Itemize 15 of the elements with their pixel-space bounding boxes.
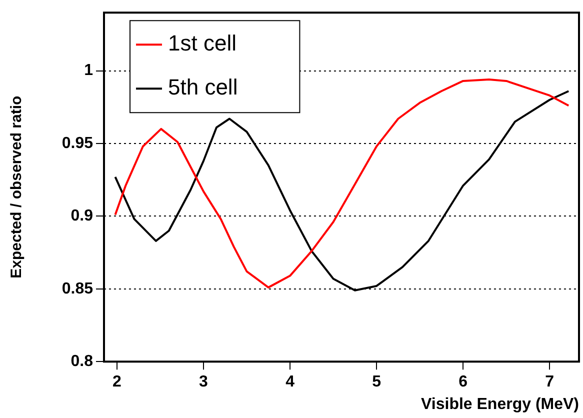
y-tick-label: 0.85 xyxy=(62,280,94,298)
x-tick-label: 2 xyxy=(112,374,122,391)
y-tick-label: 0.8 xyxy=(70,353,94,370)
x-tick-label: 6 xyxy=(458,374,468,391)
x-tick-label: 4 xyxy=(286,374,295,391)
y-tick-label: 0.9 xyxy=(70,208,94,225)
legend-label: 1st cell xyxy=(168,30,236,56)
y-tick-label: 0.95 xyxy=(62,134,94,152)
x-tick-label: 3 xyxy=(199,374,208,391)
x-tick-label: 7 xyxy=(545,374,554,391)
y-tick-label: 1 xyxy=(84,62,94,80)
x-axis-title: Visible Energy (MeV) xyxy=(421,396,579,413)
y-axis-title: Expected / observed ratio xyxy=(8,96,26,278)
legend-label: 5th cell xyxy=(168,74,238,100)
x-tick-label: 5 xyxy=(372,374,382,391)
